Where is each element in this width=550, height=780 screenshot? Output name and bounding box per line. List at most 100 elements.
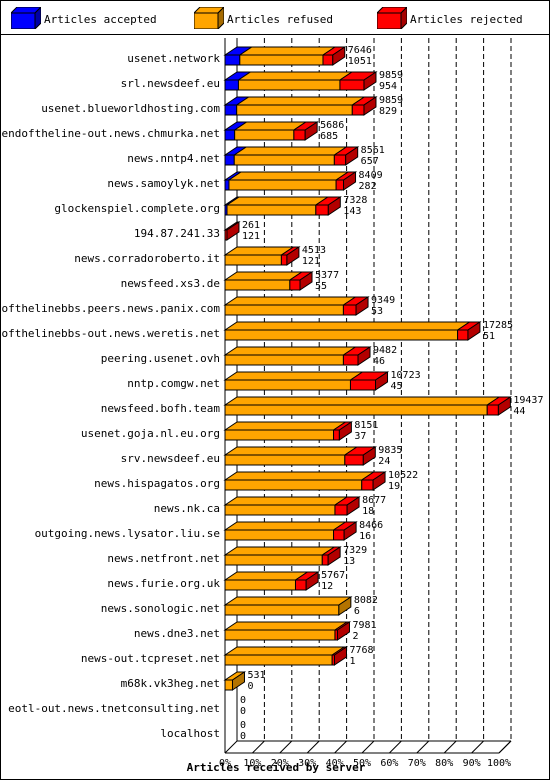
- total-value-label: 531: [247, 670, 265, 681]
- bar-segment-rejected: [289, 279, 301, 291]
- grid-floor-line: [334, 740, 347, 754]
- bar-segment-refused-top: [227, 171, 350, 181]
- bar-segment-rejected: [335, 179, 345, 191]
- bar-end-side: [338, 421, 352, 441]
- bar-segment-refused: [224, 254, 282, 266]
- category-label: news.corradoroberto.it: [74, 252, 220, 265]
- bar-segment-accepted: [224, 154, 235, 166]
- bar-segment-rejected: [321, 554, 329, 566]
- secondary-value-label: 121: [302, 256, 320, 267]
- bar-segment-refused: [224, 579, 296, 591]
- bar-end-side: [231, 671, 245, 691]
- grid-floor-line: [443, 740, 457, 754]
- bar-segment-refused: [224, 479, 363, 491]
- total-value-label: 8409: [359, 170, 383, 181]
- secondary-value-label: 657: [361, 156, 379, 167]
- category-label: usenet.goja.nl.eu.org: [81, 427, 220, 440]
- secondary-value-label: 685: [320, 131, 338, 142]
- secondary-value-label: 954: [379, 81, 397, 92]
- bar-end-side: [357, 346, 371, 366]
- secondary-value-label: 19: [388, 481, 400, 492]
- bar-segment-refused: [224, 304, 344, 316]
- bar-segment-refused: [224, 429, 335, 441]
- total-value-label: 7981: [352, 620, 376, 631]
- bar-segment-rejected: [280, 254, 288, 266]
- bar-segment-refused-top: [225, 196, 330, 206]
- bar-segment-refused-top: [238, 46, 337, 56]
- category-label: endofthelinebbs-out.news.weretis.net: [0, 327, 220, 340]
- category-label: localhost: [160, 727, 220, 740]
- bar-segment-refused: [237, 79, 341, 91]
- bar-segment-accepted: [224, 79, 239, 91]
- bar-segment-refused: [224, 529, 335, 541]
- bar-end-side: [304, 121, 318, 141]
- category-label: endoftheline-out.news.chmurka.net: [1, 127, 220, 140]
- bar-segment-refused: [224, 504, 336, 516]
- secondary-value-label: 1051: [348, 56, 372, 67]
- bar-segment-refused: [224, 454, 346, 466]
- total-value-label: 9859: [379, 95, 403, 106]
- bar-segment-refused: [224, 279, 291, 291]
- bar-segment-rejected: [333, 429, 340, 441]
- legend-swatch-rejected: [377, 12, 402, 29]
- bar-segment-rejected: [342, 304, 357, 316]
- bar-segment-refused: [236, 104, 353, 116]
- legend-swatch-refused: [194, 12, 219, 29]
- category-label: outgoing.news.lysator.liu.se: [35, 527, 220, 540]
- category-label: eotl-out.news.tnetconsulting.net: [8, 702, 220, 715]
- bar-segment-refused-top: [223, 371, 365, 381]
- bar-end-side: [226, 221, 240, 241]
- bar-segment-refused-top: [223, 296, 358, 306]
- bar-segment-refused: [224, 604, 340, 616]
- x-axis-title: Articles received by server: [187, 761, 366, 774]
- category-label: news.netfront.net: [107, 552, 220, 565]
- category-label: nntp.comgw.net: [127, 377, 220, 390]
- bar-segment-rejected: [315, 204, 329, 216]
- bar-end-side: [355, 296, 369, 316]
- bar-segment-rejected: [349, 379, 377, 391]
- secondary-value-label: 53: [371, 306, 383, 317]
- secondary-value-label: 51: [483, 331, 495, 342]
- total-value-label: 5377: [315, 270, 339, 281]
- bar-segment-refused: [224, 354, 344, 366]
- x-tick-label: 90%: [463, 758, 481, 769]
- bar-segment-refused-top: [223, 571, 310, 581]
- x-tick-label: 10%: [243, 758, 261, 769]
- secondary-value-label: 2: [352, 631, 358, 642]
- category-label: endofthelinebbs.peers.news.panix.com: [0, 302, 220, 315]
- category-label: peering.usenet.ovh: [101, 352, 220, 365]
- total-value-label: 5686: [320, 120, 344, 131]
- x-tick-label: 60%: [380, 758, 398, 769]
- bar-end-side: [467, 321, 481, 341]
- bar-segment-refused-top: [223, 396, 501, 406]
- bar-end-side: [363, 96, 377, 116]
- total-value-label: 4513: [302, 245, 326, 256]
- bar-end-side: [362, 446, 376, 466]
- bar-segment-refused-top: [223, 646, 346, 656]
- bar-segment-rejected: [334, 504, 348, 516]
- bar-segment-rejected: [333, 154, 347, 166]
- category-label: m68k.vk3heg.net: [121, 677, 220, 690]
- bar-segment-refused: [224, 679, 233, 691]
- grid-floor-line: [252, 740, 265, 754]
- bar-segment-refused: [233, 154, 335, 166]
- category-label: news.sonologic.net: [101, 602, 220, 615]
- x-tick-label: 0%: [219, 758, 231, 769]
- bar-end-side: [327, 196, 341, 216]
- bar-segment-refused-top: [223, 521, 348, 531]
- bar-segment-accepted: [224, 104, 238, 116]
- secondary-value-label: 16: [359, 531, 371, 542]
- bar-segment-refused-top: [223, 596, 353, 606]
- total-value-label: 9349: [371, 295, 395, 306]
- bar-segment-refused-top: [223, 496, 349, 506]
- bar-end-side: [346, 496, 360, 516]
- bar-end-side: [375, 371, 389, 391]
- total-value-label: 5767: [321, 570, 345, 581]
- bar-end-side: [333, 646, 347, 666]
- bar-end-side: [336, 621, 350, 641]
- bar-segment-refused-top: [223, 446, 359, 456]
- secondary-value-label: 55: [315, 281, 327, 292]
- secondary-value-label: 829: [379, 106, 397, 117]
- x-tick-label: 80%: [435, 758, 453, 769]
